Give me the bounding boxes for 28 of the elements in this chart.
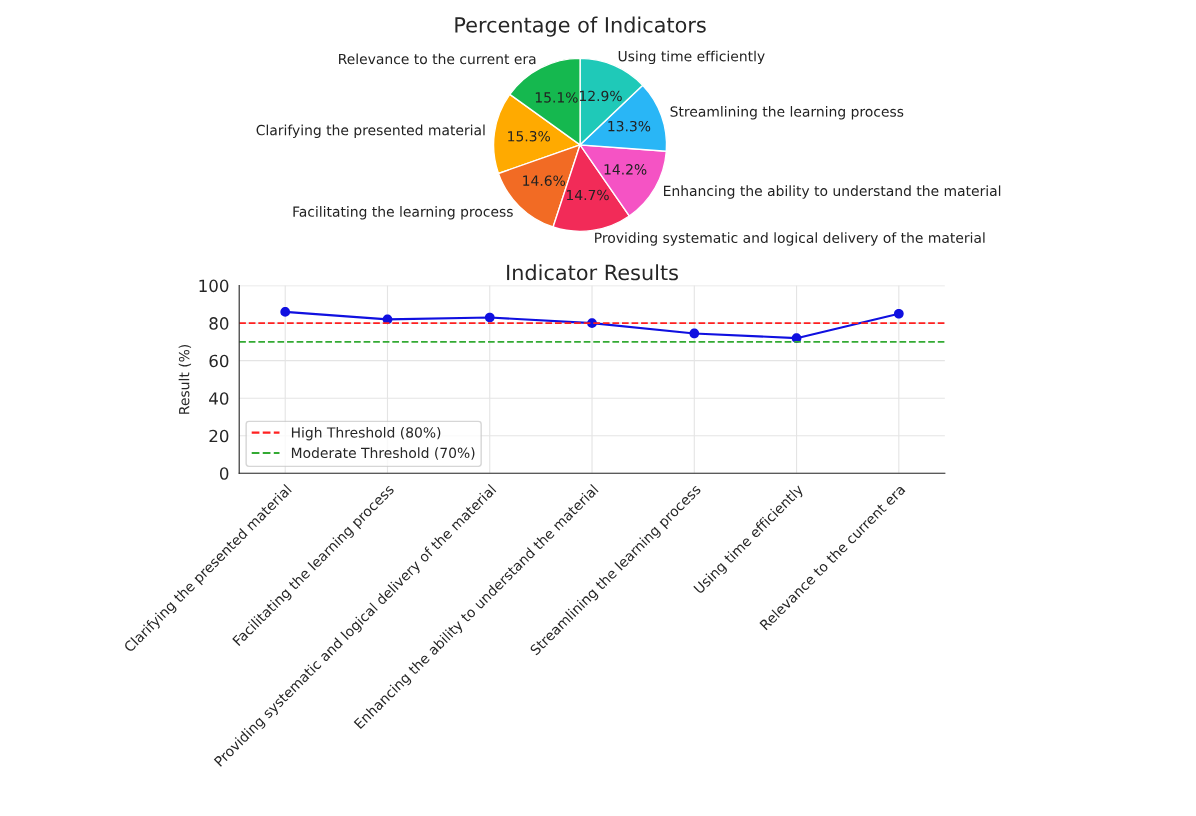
y-tick-label: 40 xyxy=(209,392,229,405)
data-label: 14.7% xyxy=(566,189,609,201)
y-tick-label: 0 xyxy=(219,467,229,480)
y-tick-label: 100 xyxy=(199,279,229,293)
slice-label: Streamlining the learning process xyxy=(670,106,904,120)
data-label: 13.3% xyxy=(608,120,651,132)
slice-label: Relevance to the current era xyxy=(339,53,536,65)
data-label: 15.1% xyxy=(535,92,578,103)
chart-title: Indicator Results xyxy=(507,264,678,281)
legend-label: Moderate Threshold (70%) xyxy=(291,447,475,460)
y-tick-label: 20 xyxy=(209,429,229,443)
point xyxy=(280,307,291,317)
data-label: 14.2% xyxy=(604,164,647,175)
data-label: 15.3% xyxy=(508,130,550,142)
y-tick-label: 80 xyxy=(209,317,229,330)
slice-label: Using time efficiently xyxy=(618,50,765,65)
slice-label: Facilitating the learning process xyxy=(293,206,513,220)
chart-title: Percentage of Indicators xyxy=(455,16,706,37)
legend-label: High Threshold (80%) xyxy=(291,426,441,441)
slice-label: Providing systematic and logical delivery of the material xyxy=(595,232,985,246)
point xyxy=(689,328,700,339)
y-axis-title: Result (%) xyxy=(178,344,192,414)
y-tick-label: 60 xyxy=(209,354,229,368)
slice-label: Enhancing the ability to understand the material xyxy=(664,185,1001,199)
slice-label: Clarifying the presented material xyxy=(256,124,485,139)
point xyxy=(893,308,904,319)
point xyxy=(484,312,495,323)
data-label: 14.6% xyxy=(523,175,566,186)
